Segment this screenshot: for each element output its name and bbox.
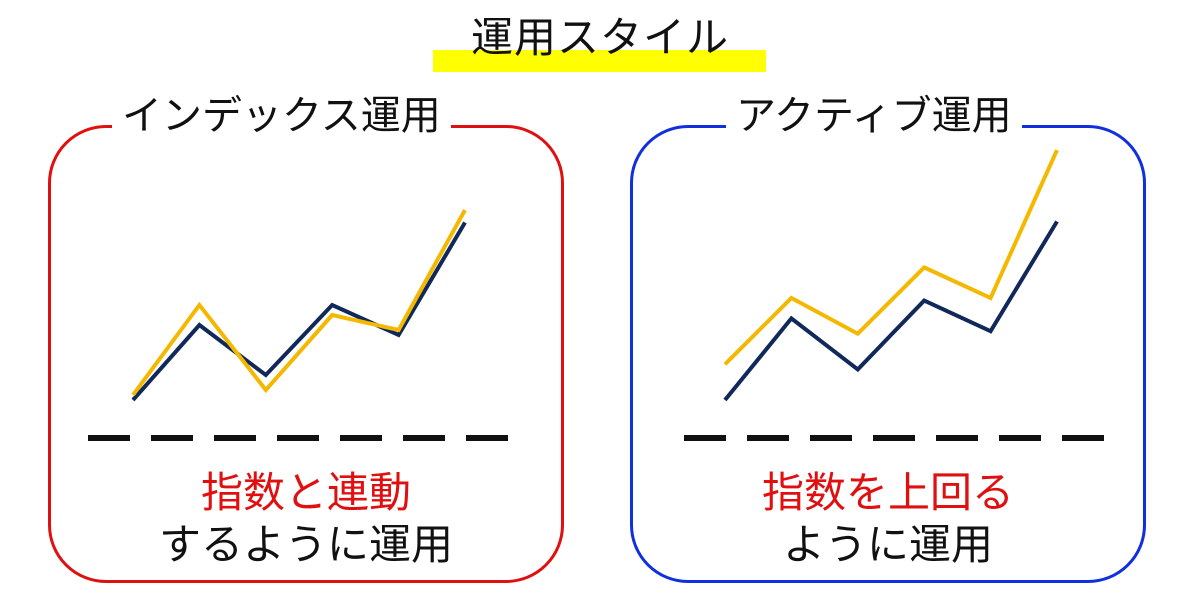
- index-panel-title: インデックス運用: [112, 92, 451, 140]
- active-caption-line1: 指数を上回る: [761, 468, 1014, 517]
- index-series-2-line: [131, 209, 467, 397]
- index-chart: [131, 209, 467, 402]
- index-caption-line2: するように運用: [158, 520, 453, 569]
- active-series-2-line: [723, 149, 1059, 366]
- active-caption-line2: ように運用: [782, 520, 993, 569]
- active-panel-title: アクティブ運用: [726, 92, 1022, 140]
- active-baseline: [684, 435, 1114, 441]
- index-series-1-line: [131, 221, 467, 402]
- index-baseline: [88, 435, 528, 441]
- title-highlight: [433, 50, 766, 72]
- index-caption-line1: 指数と連動: [200, 468, 411, 517]
- active-chart: [723, 149, 1059, 402]
- active-series-1-line: [723, 220, 1059, 402]
- page-title: 運用スタイル: [470, 13, 729, 62]
